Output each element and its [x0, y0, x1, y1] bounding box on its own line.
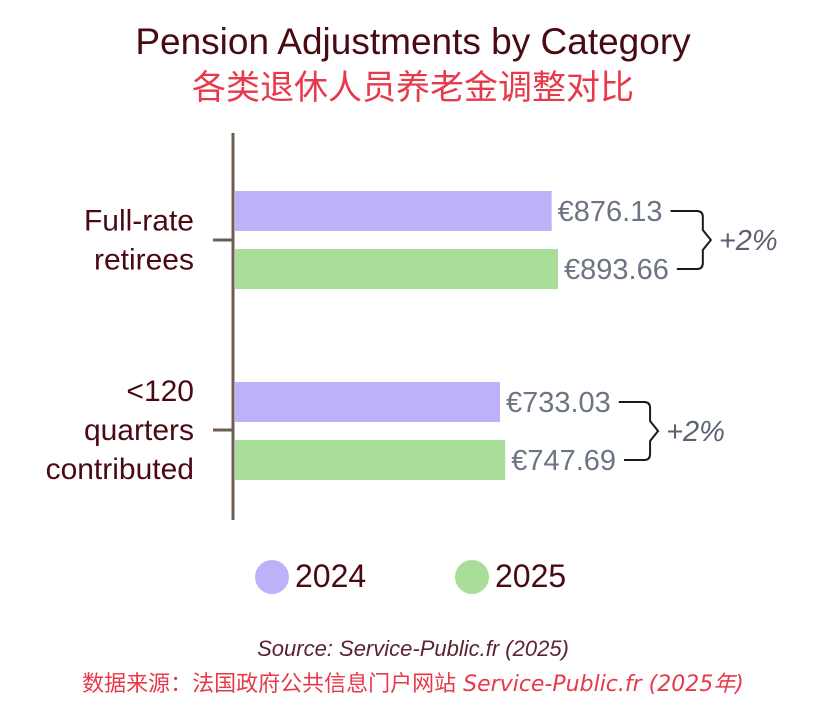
bar-2025	[235, 440, 506, 480]
change-annotation: +2%	[666, 416, 725, 448]
category-label-line: quarters	[84, 414, 194, 447]
data-label-2025: €747.69	[511, 445, 616, 477]
category-label-line: contributed	[46, 453, 194, 486]
change-annotation: +2%	[719, 225, 778, 257]
legend-swatch-2024	[255, 559, 289, 594]
category-label-line: retirees	[94, 244, 194, 277]
data-label-2024: €733.03	[506, 387, 611, 419]
source-note: Source: Service-Public.fr (2025)	[257, 636, 569, 661]
data-label-2025: €893.66	[564, 254, 669, 286]
source-note-cn: 数据来源：法国政府公共信息门户网站 Service-Public.fr (202…	[0, 666, 826, 698]
legend-swatch-2025	[455, 559, 489, 594]
bar-2025	[235, 249, 558, 289]
change-bracket	[618, 401, 660, 461]
legend-item-2024: 2024	[255, 558, 366, 595]
data-label-2024: €876.13	[558, 196, 663, 228]
category-label: <120 quarters contributed	[46, 375, 194, 486]
bar-2024	[235, 382, 500, 422]
chart-subtitle-cn: 各类退休人员养老金调整对比	[192, 68, 634, 108]
legend-item-2025: 2025	[455, 558, 566, 595]
chart-title: Pension Adjustments by Category	[135, 21, 691, 62]
bar-2024	[235, 191, 552, 231]
legend-label-2025: 2025	[495, 558, 567, 594]
source-cn-prefix: 数据来源：法国政府公共信息门户网站	[82, 672, 464, 697]
source-cn-suffix: Service-Public.fr (2025年)	[463, 672, 744, 697]
legend-label-2024: 2024	[295, 558, 367, 594]
category-label: Full-rate retirees	[84, 205, 194, 277]
category-label-line: Full-rate	[84, 205, 194, 238]
category-label-line: <120	[126, 375, 194, 408]
change-bracket	[670, 210, 713, 270]
